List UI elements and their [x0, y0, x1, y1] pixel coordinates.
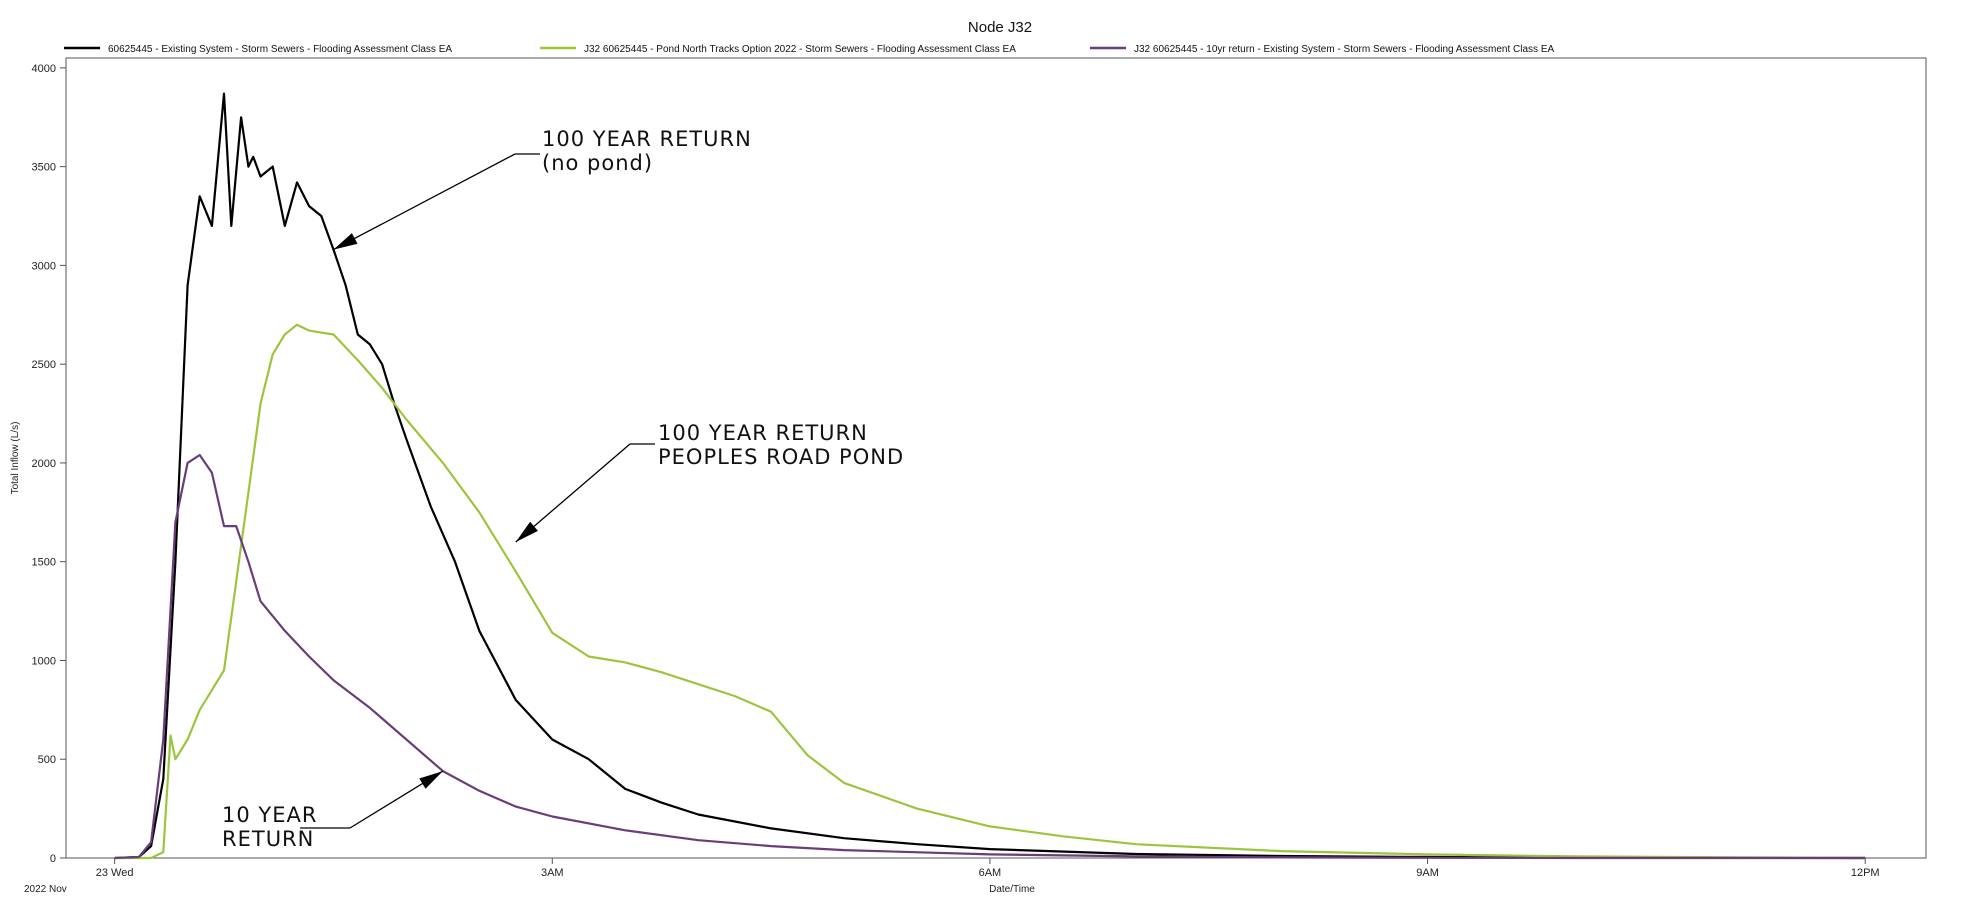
annotation-text-0-1: (no pond): [542, 151, 653, 175]
annotations: 100 YEAR RETURN(no pond)100 YEAR RETURNP…: [222, 127, 904, 851]
x-tick-label-3: 9AM: [1416, 867, 1439, 879]
y-tick-label-6: 3000: [32, 260, 56, 272]
y-tick-label-7: 3500: [32, 162, 56, 174]
x-tick-label-2: 6AM: [979, 867, 1002, 879]
x-tick-label-4: 12PM: [1851, 867, 1880, 879]
x-axis: 23 Wed 3AM 6AM 9AM 12PM: [96, 858, 1880, 879]
y-tick-label-3: 1500: [32, 557, 56, 569]
y-tick-label-5: 2500: [32, 359, 56, 371]
legend: 60625445 - Existing System - Storm Sewer…: [64, 44, 1555, 55]
annotation-arrow-1: [515, 521, 538, 542]
y-tick-label-4: 2000: [32, 458, 56, 470]
legend-label-2: J32 60625445 - 10yr return - Existing Sy…: [1134, 44, 1555, 55]
x-tick-label-0: 23 Wed: [96, 867, 134, 879]
y-axis-title: Total Inflow (L/s): [10, 422, 21, 495]
legend-label-1: J32 60625445 - Pond North Tracks Option …: [584, 44, 1016, 55]
plot-frame: [65, 57, 1927, 859]
y-tick-label-0: 0: [50, 853, 56, 865]
annotation-text-2-0: 10 YEAR: [222, 803, 317, 827]
annotation-arrow-0: [333, 233, 358, 250]
annotation-leader-1: [515, 443, 631, 543]
series-line-0: [114, 92, 1866, 860]
annotation-arrow-2: [419, 771, 443, 789]
y-axis: 0 500 1000 1500 2000 2500 3000 3500 4000: [32, 63, 66, 865]
y-tick-label-2: 1000: [32, 655, 56, 667]
legend-label-0: 60625445 - Existing System - Storm Sewer…: [108, 44, 452, 55]
annotation-leader-0: [333, 153, 516, 251]
series-line-2: [114, 453, 1866, 860]
y-tick-label-1: 500: [38, 754, 56, 766]
annotation-text-2-1: RETURN: [222, 827, 314, 851]
x-axis-title: Date/Time: [989, 884, 1035, 895]
series-group: [114, 92, 1866, 860]
y-tick-label-8: 4000: [32, 63, 56, 75]
series-line-1: [114, 323, 1866, 860]
x-tick-label-1: 3AM: [541, 867, 564, 879]
annotation-text-0-0: 100 YEAR RETURN: [542, 127, 752, 151]
annotation-0: 100 YEAR RETURN(no pond): [333, 127, 752, 251]
chart-title: Node J32: [968, 19, 1032, 36]
annotation-text-1-1: PEOPLES ROAD POND: [658, 445, 904, 469]
date-note: 2022 Nov: [24, 884, 67, 895]
annotation-text-1-0: 100 YEAR RETURN: [658, 421, 868, 445]
